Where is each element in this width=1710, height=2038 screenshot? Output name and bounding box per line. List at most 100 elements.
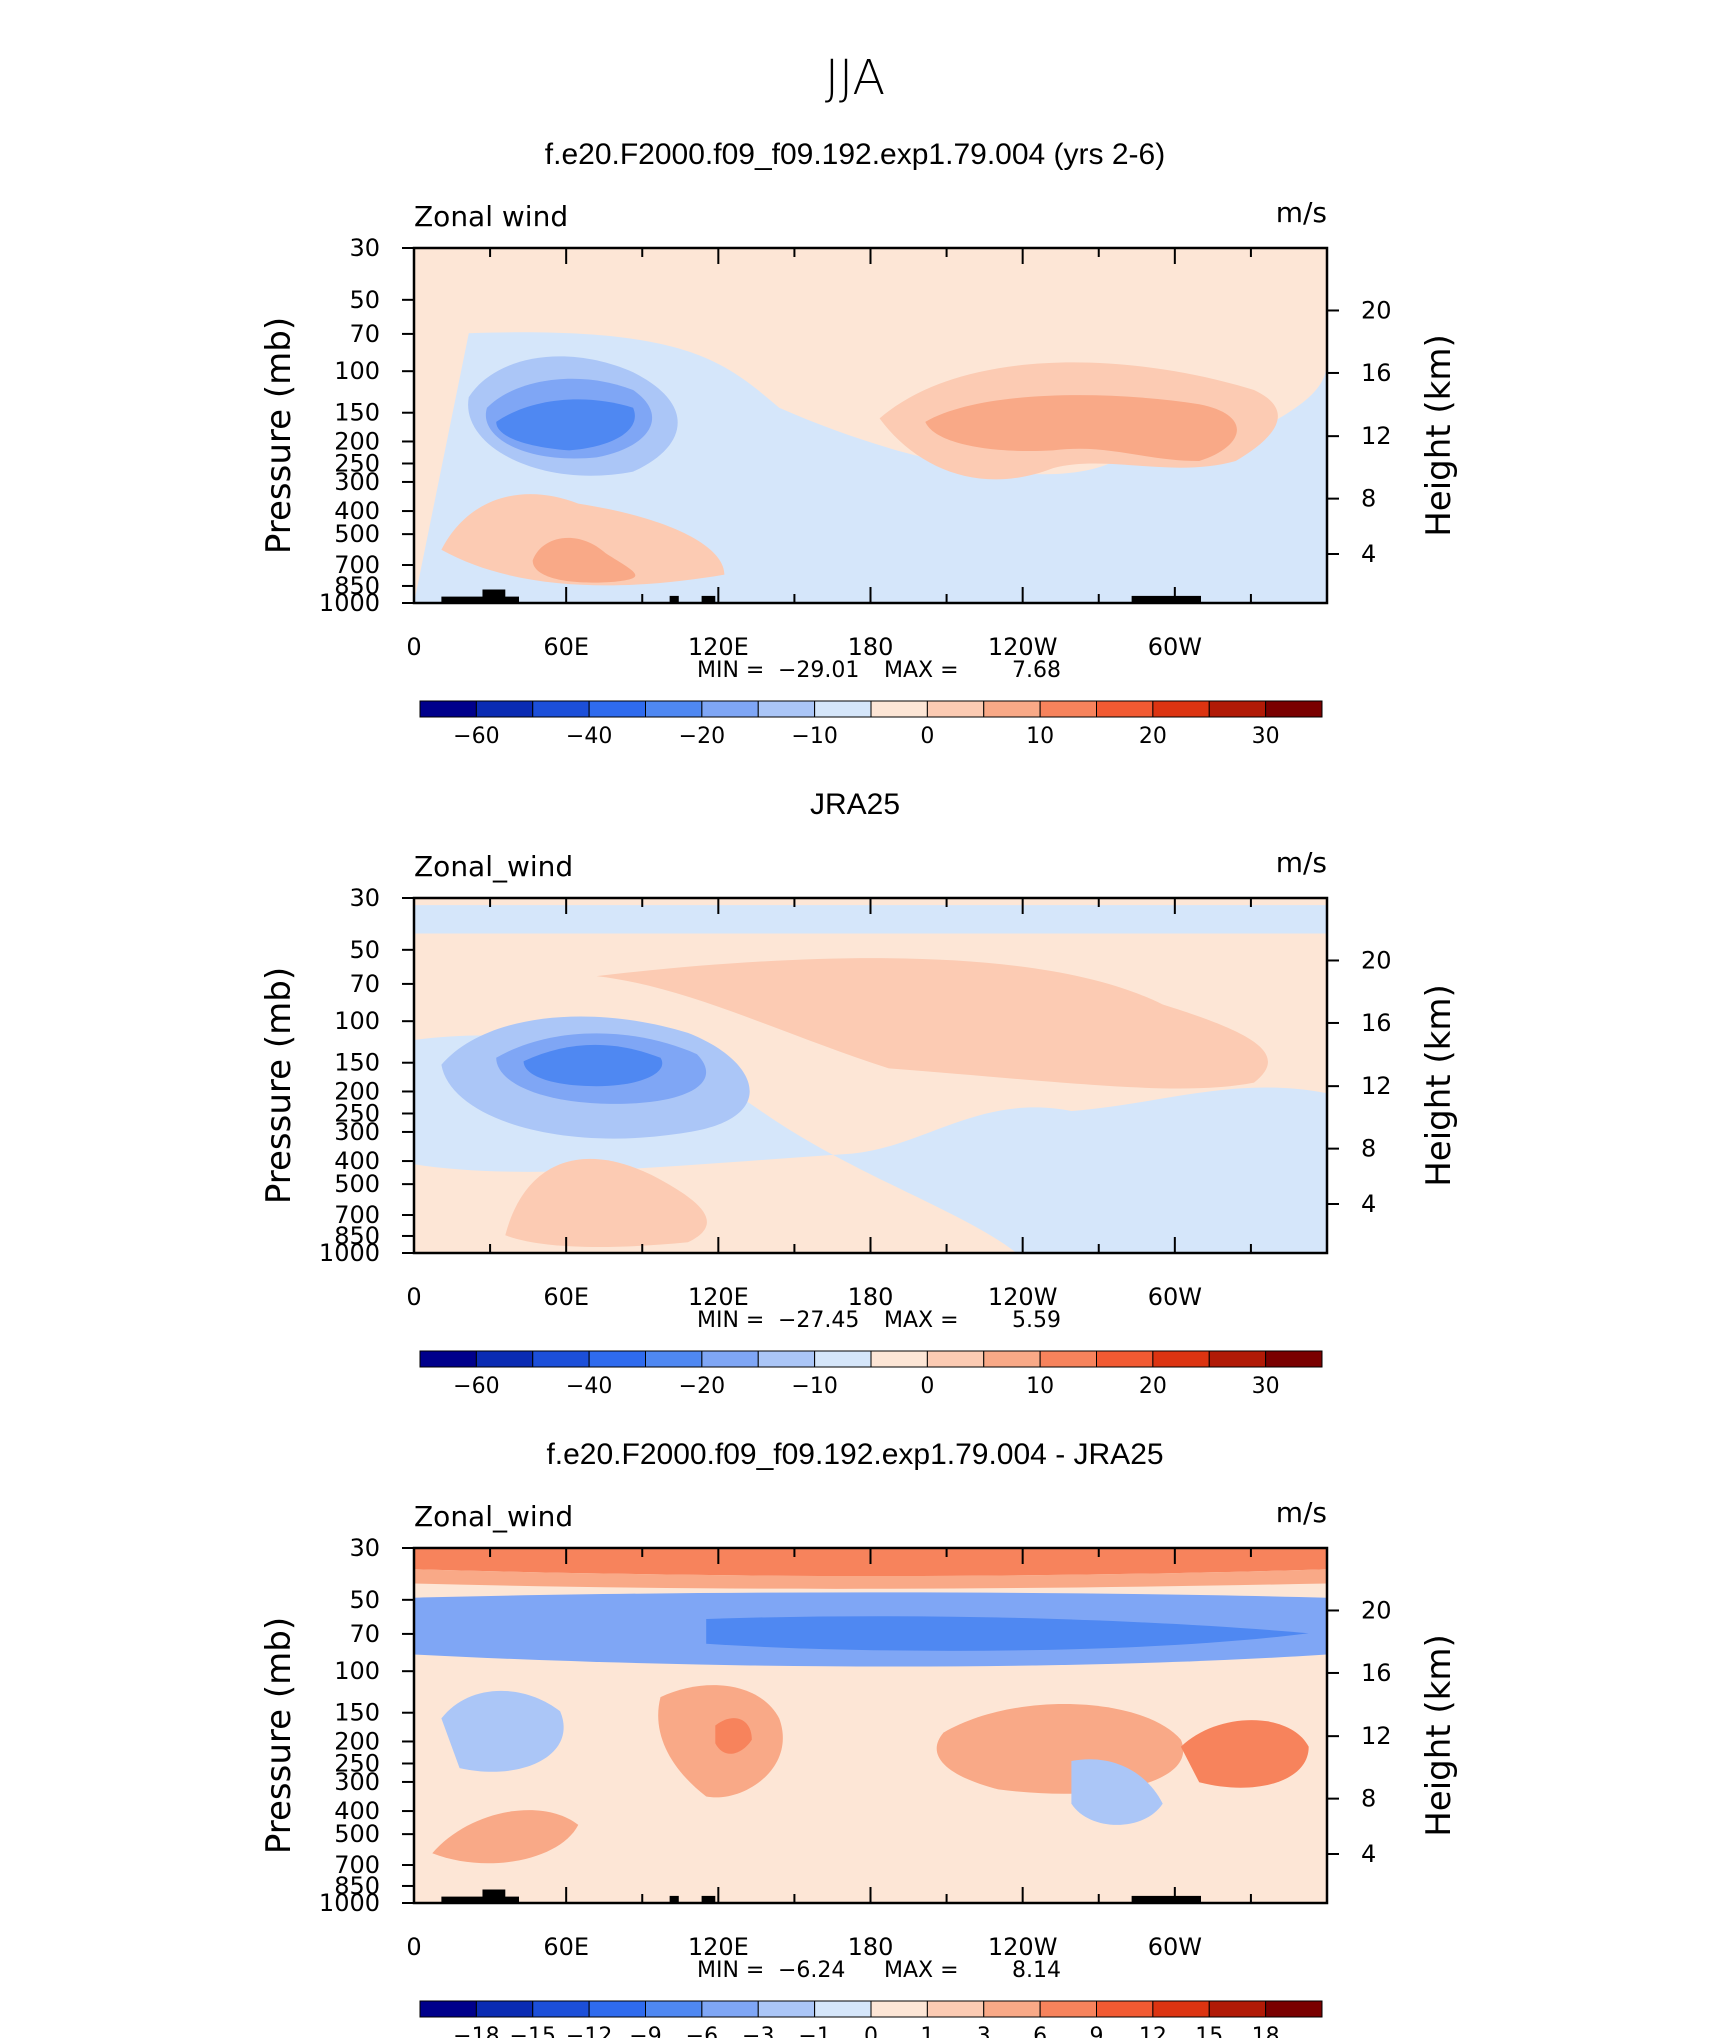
y-tick-label: 70 [349, 970, 380, 998]
contour-fills [414, 898, 1327, 1253]
topography-mask [482, 589, 506, 603]
colorbar-tick-label: −3 [742, 2024, 774, 2038]
colorbar-swatch [757, 700, 816, 718]
y-axis-title-right: Height (km) [1419, 334, 1459, 537]
max-label: MAX = [884, 1308, 959, 1333]
field-label: Zonal_wind [414, 1500, 573, 1533]
colorbar-swatch [419, 700, 477, 718]
y-tick-label: 150 [334, 399, 380, 427]
colorbar-tick-label: −12 [566, 2024, 612, 2038]
units-label: m/s [1276, 1496, 1327, 1529]
y-tick-label-right: 20 [1361, 1596, 1392, 1624]
y-tick-label: 300 [334, 468, 380, 496]
y-tick-label: 1000 [319, 1889, 380, 1917]
contour-region [532, 537, 636, 583]
y-tick-label: 700 [334, 551, 380, 579]
y-tick-label: 700 [334, 1851, 380, 1879]
min-label: MIN = [697, 1308, 764, 1333]
colorbar-swatch [983, 2000, 1041, 2018]
contour-region [441, 1690, 564, 1772]
max-value: 8.14 [1012, 1958, 1061, 1983]
colorbar-tick-label: 12 [1139, 2024, 1167, 2038]
y-tick-label: 30 [349, 234, 380, 262]
colorbar-tick-label: −15 [510, 2024, 556, 2038]
y-tick-label: 250 [334, 1099, 380, 1127]
colorbar-swatch [926, 1350, 985, 1368]
y-tick-label: 150 [334, 1699, 380, 1727]
colorbar-swatch [701, 700, 759, 718]
y-tick-label: 50 [349, 1586, 380, 1614]
colorbar-tick-label: −10 [791, 724, 837, 749]
topography-mask [482, 1889, 506, 1903]
colorbar-swatch [757, 2000, 816, 2018]
panel-title: f.e20.F2000.f09_f09.192.exp1.79.004 - JR… [546, 1438, 1163, 1471]
y-tick-label: 50 [349, 286, 380, 314]
panel-3: f.e20.F2000.f09_f09.192.exp1.79.004 - JR… [259, 1438, 1459, 2038]
colorbar-tick-label: −18 [453, 2024, 499, 2038]
contour-region [715, 1718, 752, 1754]
colorbar-tick-label: −20 [679, 724, 725, 749]
units-label: m/s [1276, 846, 1327, 879]
colorbar-swatch [475, 700, 534, 718]
contour-fills [414, 248, 1327, 603]
y-tick-label-right: 12 [1361, 1722, 1392, 1750]
contour-region [496, 399, 635, 451]
y-tick-label-right: 12 [1361, 1072, 1392, 1100]
y-tick-label: 250 [334, 449, 380, 477]
colorbar-swatch [757, 1350, 816, 1368]
x-tick-label: 180 [848, 1933, 894, 1961]
contour-region [523, 1044, 663, 1087]
y-tick-label-right: 12 [1361, 422, 1392, 450]
y-tick-label: 500 [334, 1170, 380, 1198]
topography-mask [1131, 595, 1202, 603]
colorbar-swatch [532, 700, 590, 718]
max-label: MAX = [884, 1958, 959, 1983]
colorbar-swatch [1208, 2000, 1267, 2018]
y-tick-label: 500 [334, 520, 380, 548]
y-tick-label-right: 8 [1361, 1785, 1376, 1813]
colorbar-tick-label: 20 [1139, 1374, 1167, 1399]
min-value: −6.24 [778, 1958, 845, 1983]
colorbar-tick-label: −40 [566, 1374, 612, 1399]
x-tick-label: 60E [543, 1933, 589, 1961]
colorbar-swatch [701, 1350, 759, 1368]
colorbar-tick-label: −40 [566, 724, 612, 749]
colorbar-swatch [1265, 700, 1323, 718]
colorbar-swatch [645, 2000, 703, 2018]
max-value: 7.68 [1012, 658, 1061, 683]
y-tick-label: 200 [334, 1727, 380, 1755]
x-tick-label: 60W [1148, 1283, 1202, 1311]
topography-mask [701, 595, 716, 603]
topography-mask [669, 595, 679, 603]
colorbar-swatch [588, 2000, 646, 2018]
y-tick-label: 70 [349, 1620, 380, 1648]
colorbar-swatch [419, 1350, 477, 1368]
y-tick-label: 1000 [319, 589, 380, 617]
y-tick-label-right: 4 [1361, 540, 1376, 568]
min-value: −29.01 [778, 658, 859, 683]
min-label: MIN = [697, 1958, 764, 1983]
colorbar-tick-label: −60 [453, 1374, 499, 1399]
colorbar-swatch [588, 700, 646, 718]
x-tick-label: 60E [543, 1283, 589, 1311]
panel-1: f.e20.F2000.f09_f09.192.exp1.79.004 (yrs… [259, 138, 1459, 749]
contour-region [925, 395, 1237, 461]
contour-region [505, 1158, 707, 1248]
x-tick-label: 60W [1148, 1933, 1202, 1961]
field-label: Zonal_wind [414, 850, 573, 883]
x-tick-label: 120W [988, 633, 1058, 661]
contour-region [596, 958, 1268, 1089]
colorbar-tick-label: 10 [1026, 1374, 1054, 1399]
colorbar-tick-label: 15 [1195, 2024, 1223, 2038]
colorbar-tick-label: −6 [686, 2024, 718, 2038]
colorbar-tick-label: 3 [977, 2024, 991, 2038]
colorbar-swatch [870, 2000, 928, 2018]
y-tick-label: 250 [334, 1749, 380, 1777]
colorbar-swatch [1096, 700, 1154, 718]
y-tick-label: 700 [334, 1201, 380, 1229]
colorbar-tick-label: 18 [1252, 2024, 1280, 2038]
topography-mask [441, 596, 519, 603]
y-tick-label: 850 [334, 572, 380, 600]
colorbar-swatch [1208, 1350, 1267, 1368]
